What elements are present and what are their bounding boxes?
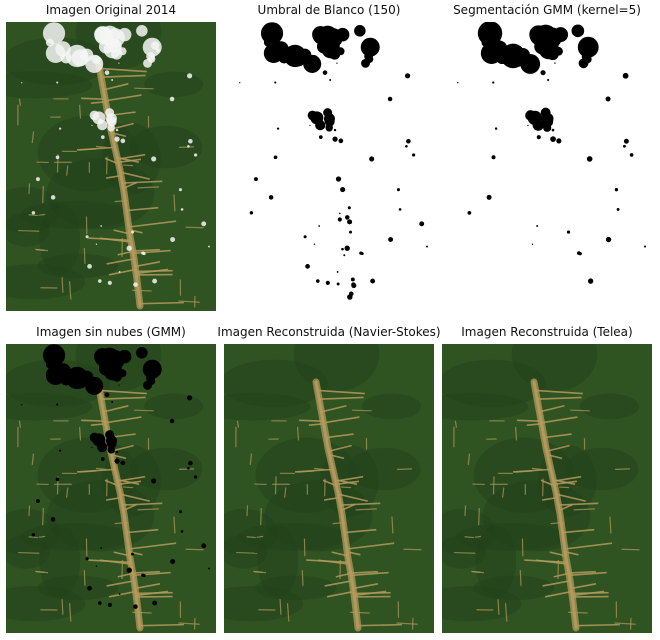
- cloud-mask-gmm: [442, 22, 652, 311]
- panel-reconstructed-navier-stokes: Imagen Reconstruida (Navier-Stokes): [217, 322, 441, 634]
- panel-gmm-segmentation: Segmentación GMM (kernel=5): [442, 0, 652, 312]
- panel-title: Segmentación GMM (kernel=5): [453, 3, 641, 17]
- panel-title: Imagen Reconstruida (Telea): [461, 325, 633, 339]
- satellite-image-cloudless: [6, 344, 216, 633]
- panel-title: Imagen Original 2014: [45, 3, 177, 17]
- panel-reconstructed-telea: Imagen Reconstruida (Telea): [442, 322, 652, 634]
- satellite-image-telea: [442, 344, 652, 633]
- panel-title: Umbral de Blanco (150): [257, 3, 401, 17]
- panel-original-image: Imagen Original 2014: [6, 0, 216, 312]
- panel-cloudless-gmm: Imagen sin nubes (GMM): [6, 322, 216, 634]
- satellite-image-navier-stokes: [224, 344, 434, 633]
- cloud-mask-threshold: [224, 22, 434, 311]
- satellite-image-original: [6, 22, 216, 311]
- panel-title: Imagen sin nubes (GMM): [36, 325, 186, 339]
- panel-white-threshold: Umbral de Blanco (150): [224, 0, 434, 312]
- panel-title: Imagen Reconstruida (Navier-Stokes): [217, 325, 441, 339]
